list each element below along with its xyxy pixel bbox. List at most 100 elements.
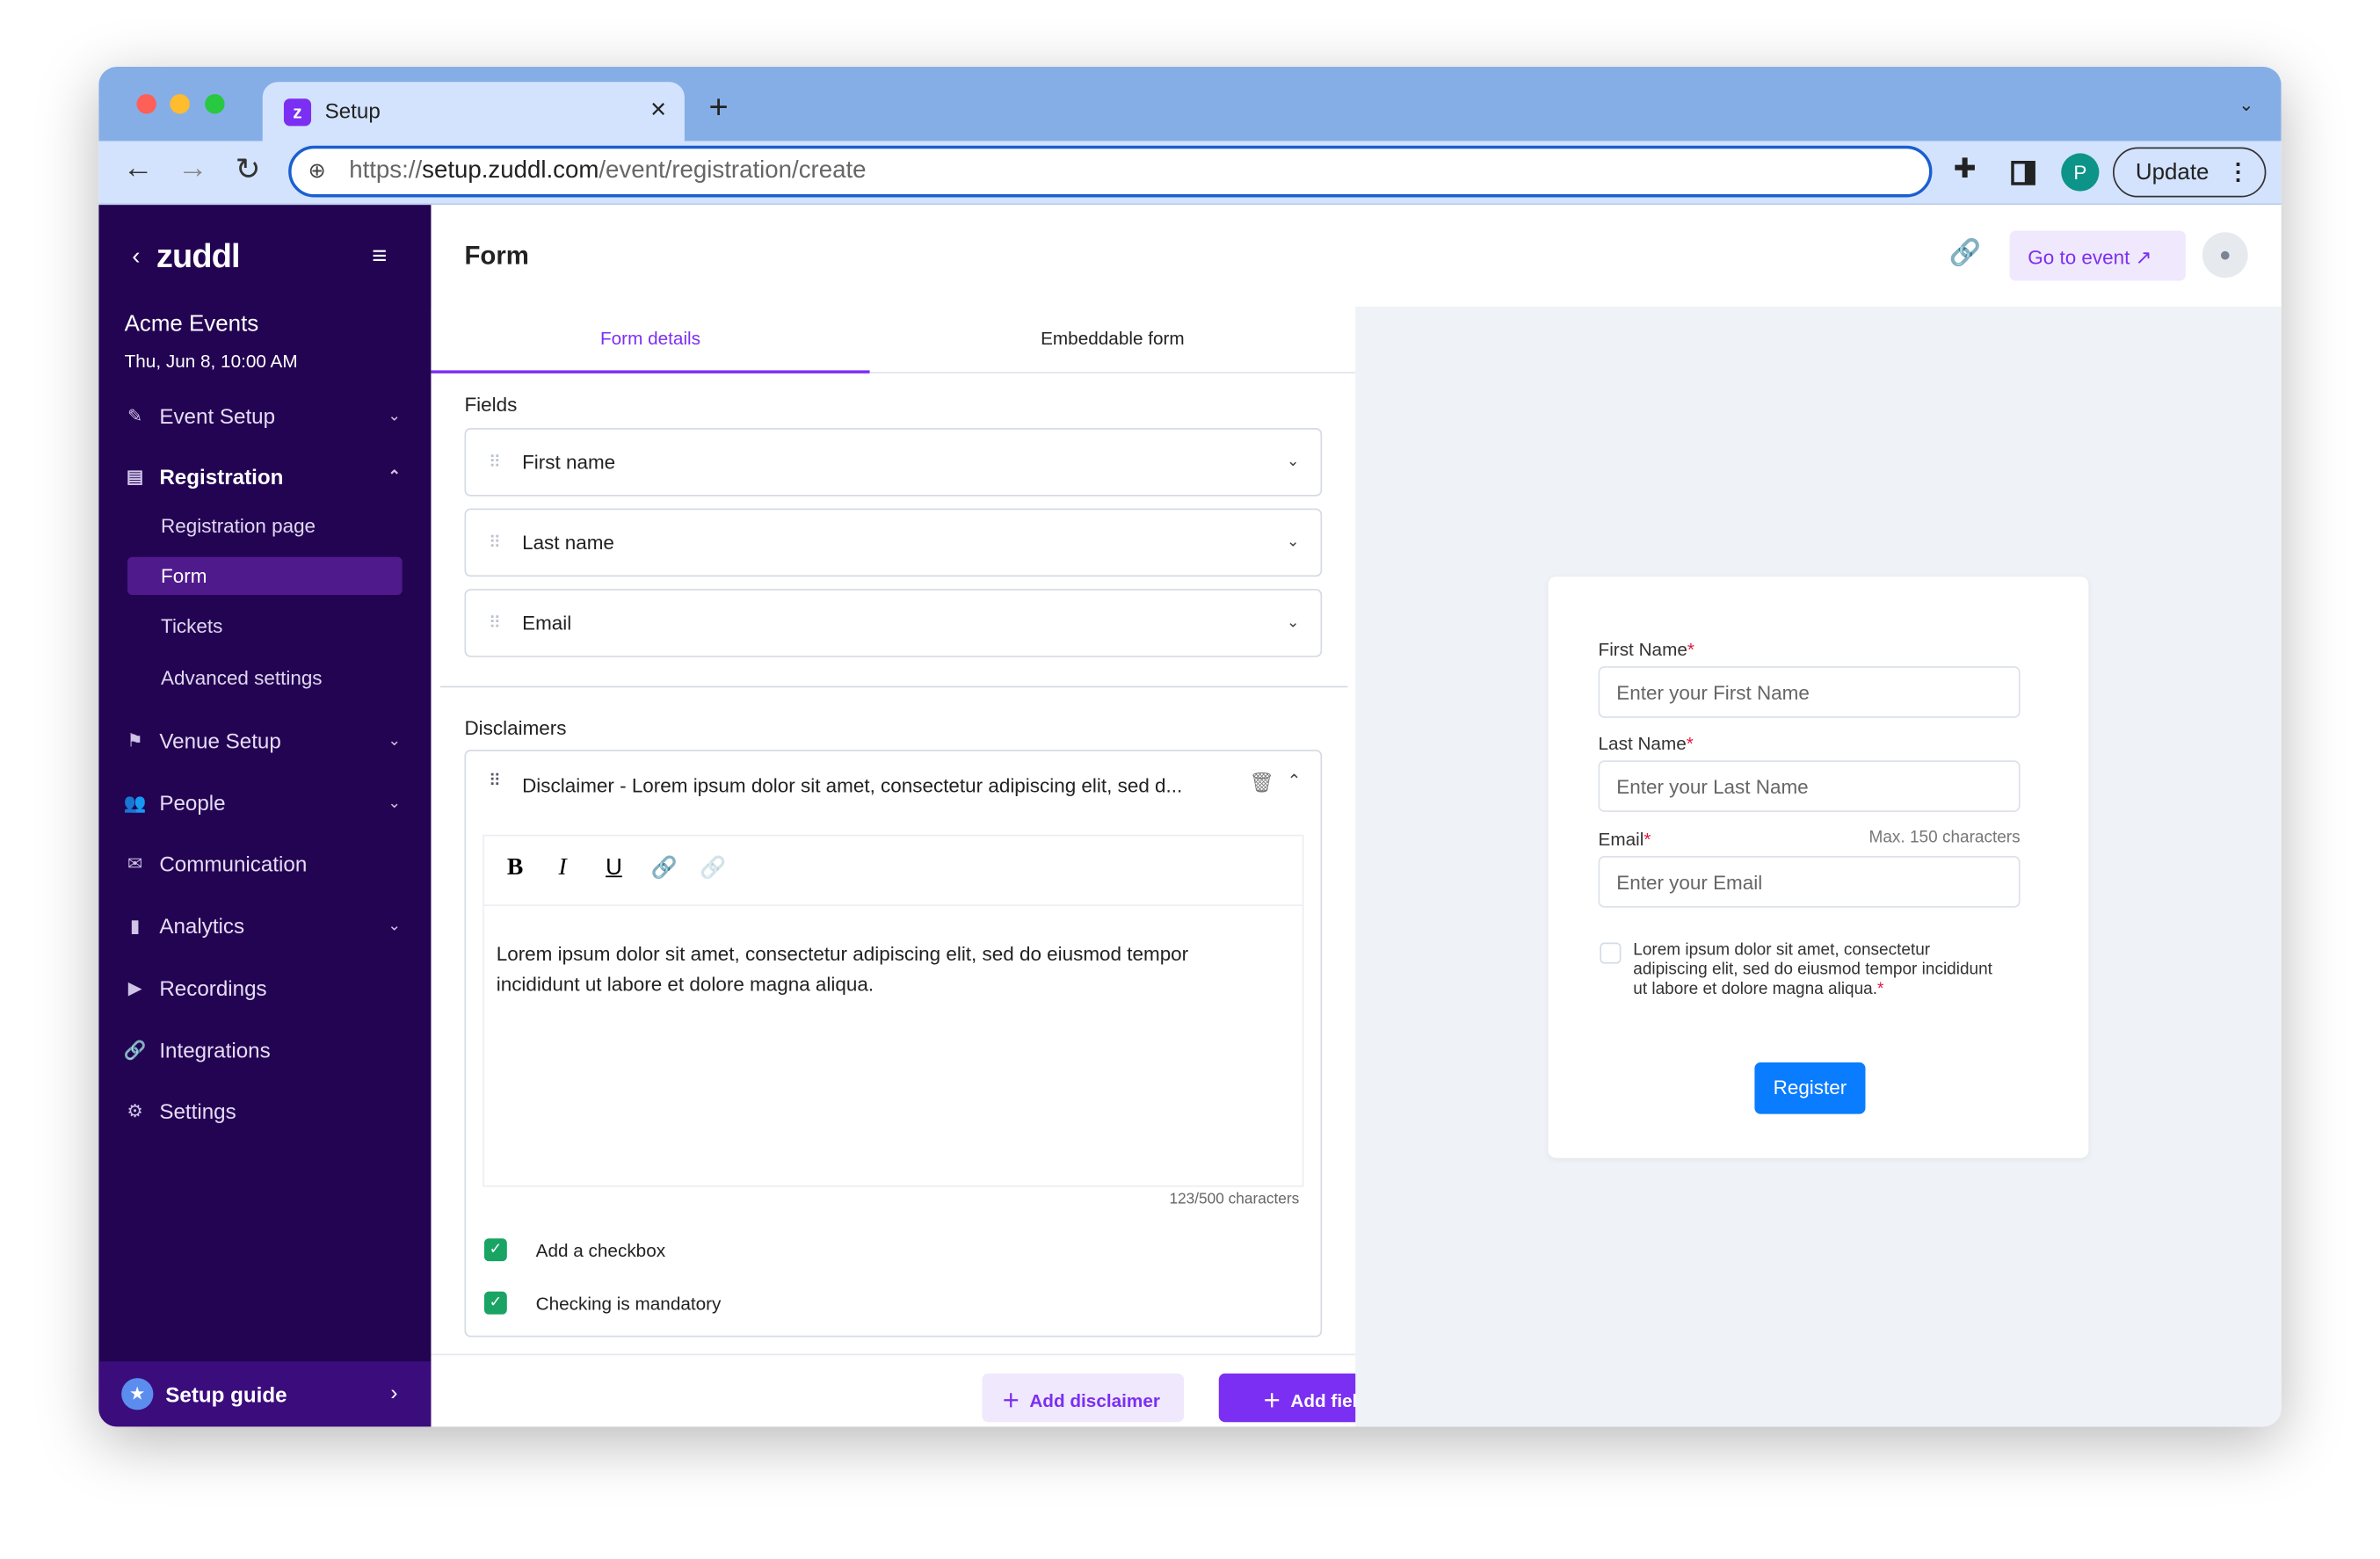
- gear-icon: ⚙: [127, 1100, 143, 1122]
- fields-heading: Fields: [464, 393, 518, 417]
- tab-list-chevron-icon[interactable]: ⌄: [2239, 94, 2254, 116]
- reload-icon[interactable]: ↻: [235, 153, 261, 187]
- sidebar-subitem-form[interactable]: Form: [127, 556, 403, 595]
- tab-form-details[interactable]: Form details: [431, 307, 870, 373]
- chevron-down-icon[interactable]: ⌄: [1286, 533, 1300, 551]
- disclaimer-body: Lorem ipsum dolor sit amet, consectetur …: [1633, 940, 1992, 999]
- profile-avatar[interactable]: P: [2061, 153, 2100, 192]
- chevron-right-icon: ›: [390, 1379, 398, 1404]
- copy-link-icon[interactable]: 🔗: [1948, 238, 1982, 267]
- sidebar: ‹ zuddl ≡ Acme Events Thu, Jun 8, 10:00 …: [98, 205, 432, 1427]
- disclaimer-card: ⠿ Disclaimer - Lorem ipsum dolor sit ame…: [464, 750, 1323, 1338]
- unlink-icon[interactable]: 🔗: [700, 854, 727, 879]
- event-name: Acme Events: [124, 311, 259, 337]
- menu-kebab-icon: ⋮: [2226, 159, 2250, 185]
- underline-icon[interactable]: U: [606, 854, 622, 881]
- go-to-event-button[interactable]: Go to event ↗: [2009, 230, 2186, 281]
- add-checkbox-option[interactable]: ✓ Add a checkbox: [483, 1238, 666, 1262]
- field-email[interactable]: ⠿ Email ⌄: [464, 589, 1323, 657]
- checkbox-checked-icon[interactable]: ✓: [483, 1238, 507, 1262]
- register-button[interactable]: Register: [1754, 1062, 1866, 1114]
- bold-icon[interactable]: B: [506, 854, 524, 881]
- chevron-up-icon[interactable]: ⌃: [1287, 772, 1302, 791]
- italic-icon[interactable]: I: [558, 854, 567, 881]
- main-content: Form 🔗 Go to event ↗ ● Form details Embe…: [431, 205, 2282, 1427]
- external-arrow-icon: ↗: [2135, 245, 2152, 269]
- chevron-down-icon[interactable]: ⌄: [1286, 614, 1300, 632]
- sidebar-subitem-registration-page[interactable]: Registration page: [161, 514, 316, 538]
- sidebar-item-label: Recordings: [159, 975, 267, 1001]
- close-window-button[interactable]: [136, 94, 156, 114]
- side-panel-icon[interactable]: [2011, 161, 2035, 185]
- setup-guide-label: Setup guide: [165, 1382, 287, 1407]
- disclaimer-body[interactable]: Lorem ipsum dolor sit amet, consectetur …: [496, 942, 1189, 996]
- tab-embeddable-form[interactable]: Embeddable form: [1041, 328, 1185, 350]
- drag-handle-icon[interactable]: ⠿: [489, 772, 501, 791]
- tab-strip: z Setup × + ⌄: [98, 66, 2282, 141]
- star-icon: ★: [121, 1378, 154, 1410]
- form-icon: ▤: [126, 466, 144, 488]
- sidebar-subitem-tickets[interactable]: Tickets: [161, 614, 223, 638]
- sidebar-item-event-setup[interactable]: ✎ Event Setup ⌄: [98, 393, 431, 439]
- disclaimer-checkbox[interactable]: [1600, 942, 1622, 964]
- sidebar-item-recordings[interactable]: ▶ Recordings: [98, 965, 431, 1011]
- label-text: Email: [1598, 828, 1644, 851]
- chevron-up-icon: ⌃: [388, 468, 401, 485]
- address-bar[interactable]: ⊕ https://setup.zuddl.com/event/registra…: [288, 145, 1933, 198]
- sidebar-item-analytics[interactable]: ▮ Analytics ⌄: [98, 903, 431, 949]
- maximize-window-button[interactable]: [205, 94, 225, 114]
- disclaimer-title: Disclaimer - Lorem ipsum dolor sit amet,…: [522, 773, 1183, 797]
- add-disclaimer-button[interactable]: ＋ Add disclaimer: [982, 1373, 1185, 1423]
- plus-icon: ＋: [1001, 1389, 1020, 1412]
- mandatory-option[interactable]: ✓ Checking is mandatory: [483, 1291, 721, 1315]
- sidebar-item-label: Settings: [159, 1099, 236, 1123]
- go-to-event-label: Go to event: [2028, 245, 2130, 269]
- setup-guide-button[interactable]: ★ Setup guide ›: [98, 1361, 432, 1427]
- add-checkbox-label: Add a checkbox: [535, 1239, 666, 1261]
- sidebar-item-communication[interactable]: ✉ Communication: [98, 841, 431, 887]
- update-button[interactable]: Update ⋮: [2112, 147, 2267, 198]
- drag-handle-icon[interactable]: ⠿: [489, 453, 501, 473]
- zuddl-logo[interactable]: zuddl: [156, 236, 241, 275]
- sidebar-item-label: Analytics: [159, 913, 245, 939]
- field-label: Last name: [522, 531, 614, 555]
- tab-title: Setup: [324, 98, 381, 123]
- user-avatar[interactable]: ●: [2202, 232, 2248, 279]
- back-chevron-icon[interactable]: ‹: [132, 244, 141, 271]
- forward-icon[interactable]: →: [178, 151, 208, 185]
- link-icon: 🔗: [123, 1039, 147, 1062]
- tab-bar: Form details Embeddable form: [431, 306, 1356, 373]
- mail-icon: ✉: [127, 852, 143, 874]
- new-tab-icon[interactable]: +: [708, 88, 729, 127]
- first-name-input[interactable]: Enter your First Name: [1598, 666, 2021, 718]
- sidebar-item-registration[interactable]: ▤ Registration ⌃: [98, 453, 431, 499]
- field-first-name[interactable]: ⠿ First name ⌄: [464, 428, 1323, 497]
- site-info-icon[interactable]: ⊕: [308, 157, 326, 183]
- sidebar-item-integrations[interactable]: 🔗 Integrations: [98, 1027, 431, 1073]
- email-input[interactable]: Enter your Email: [1598, 856, 2021, 908]
- minimize-window-button[interactable]: [170, 94, 190, 114]
- back-icon[interactable]: ←: [122, 151, 154, 185]
- sidebar-subitem-advanced-settings[interactable]: Advanced settings: [161, 666, 323, 690]
- browser-window: z Setup × + ⌄ ← → ↻ ⊕ https://setup.zudd…: [98, 66, 2282, 1427]
- last-name-input[interactable]: Enter your Last Name: [1598, 760, 2021, 812]
- sidebar-item-venue-setup[interactable]: ⚑ Venue Setup ⌄: [98, 718, 431, 764]
- hamburger-menu-icon[interactable]: ≡: [372, 241, 388, 271]
- field-last-name[interactable]: ⠿ Last name ⌄: [464, 508, 1323, 577]
- sidebar-item-people[interactable]: 👥 People ⌄: [98, 780, 431, 826]
- checkbox-checked-icon[interactable]: ✓: [483, 1291, 507, 1315]
- email-label: Email*: [1599, 829, 1651, 850]
- required-mark: *: [1877, 980, 1884, 999]
- editor-toolbar: B I U 🔗 🔗: [483, 837, 1302, 907]
- chevron-down-icon: ⌄: [388, 917, 401, 934]
- drag-handle-icon[interactable]: ⠿: [489, 614, 501, 634]
- link-icon[interactable]: 🔗: [650, 854, 678, 879]
- drag-handle-icon[interactable]: ⠿: [489, 533, 501, 553]
- sidebar-item-settings[interactable]: ⚙ Settings: [98, 1088, 431, 1134]
- trash-icon[interactable]: 🗑: [1249, 771, 1274, 794]
- close-tab-icon[interactable]: ×: [649, 94, 667, 125]
- rich-text-editor[interactable]: B I U 🔗 🔗 Lorem ipsum dolor sit amet, co…: [483, 834, 1304, 1187]
- chevron-down-icon[interactable]: ⌄: [1286, 453, 1300, 471]
- extensions-icon[interactable]: ✚: [1953, 153, 1977, 184]
- browser-tab[interactable]: z Setup ×: [262, 82, 685, 141]
